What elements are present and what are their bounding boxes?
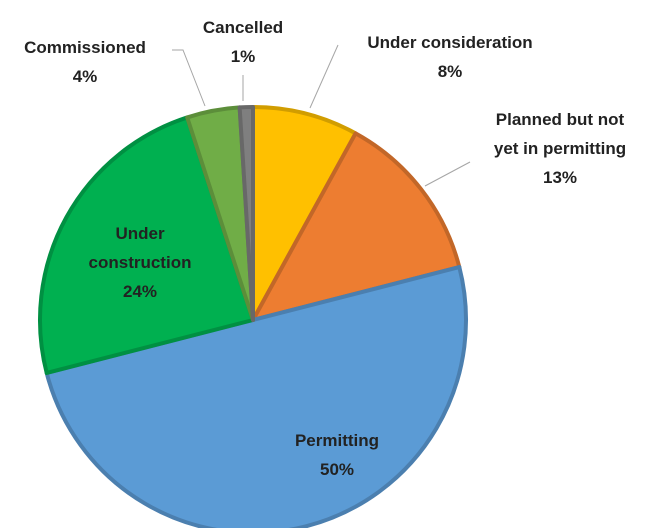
- value-label: 50%: [319, 460, 355, 479]
- leader-line: [172, 49, 206, 107]
- pie-slice: [251, 131, 462, 322]
- leader-line: [424, 161, 471, 187]
- category-label: Cancelled: [202, 18, 284, 37]
- category-label: Under consideration: [367, 33, 533, 52]
- data-label: Planned but not yet in permitting 13%: [460, 105, 650, 192]
- value-label: 13%: [542, 168, 578, 187]
- pie-slice: [251, 105, 358, 322]
- pie-slice: [38, 115, 255, 375]
- data-label: Cancelled 1%: [183, 13, 303, 71]
- value-label: 24%: [122, 282, 158, 301]
- data-label: Under construction 24%: [70, 219, 210, 306]
- data-label: Permitting 50%: [257, 426, 417, 484]
- category-label: Commissioned: [24, 38, 146, 57]
- category-label: Planned but not yet in permitting: [493, 110, 627, 158]
- data-label: Commissioned 4%: [5, 33, 165, 91]
- leader-line: [309, 44, 339, 109]
- category-label: Permitting: [294, 431, 380, 450]
- value-label: 4%: [72, 67, 98, 86]
- value-label: 8%: [437, 62, 463, 81]
- category-label: Under construction: [88, 224, 192, 272]
- data-label: Under consideration 8%: [320, 28, 580, 86]
- pie-slice: [237, 105, 255, 322]
- value-label: 1%: [230, 47, 256, 66]
- pie-slice: [44, 265, 468, 528]
